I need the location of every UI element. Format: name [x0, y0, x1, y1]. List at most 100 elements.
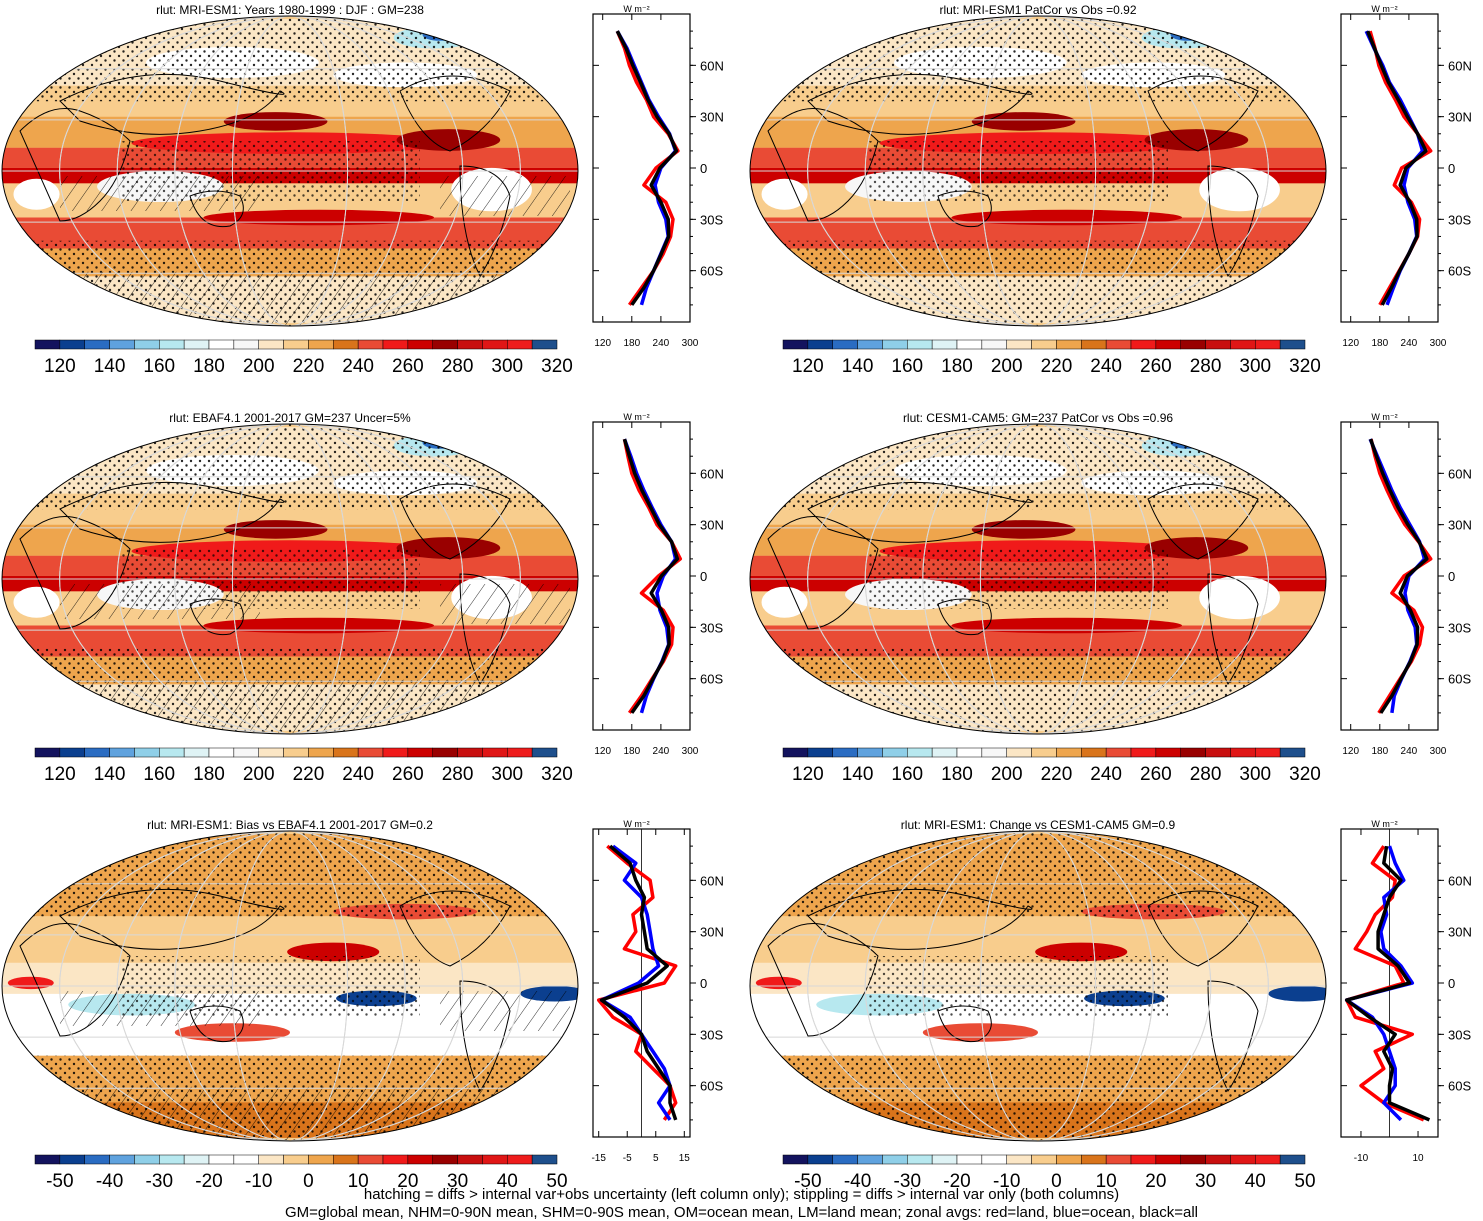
map-field-feature	[7, 976, 54, 990]
colorbar-swatch	[357, 747, 384, 758]
zonal-mean-frame	[1340, 13, 1439, 323]
longitude-gridline	[231, 424, 349, 734]
colorbar-swatch	[931, 747, 958, 758]
colorbar-swatch	[1255, 747, 1281, 758]
coastline	[19, 108, 131, 222]
panel-2: rlut: MRI-ESM1 PatCor vs Obs =0.92 120 140…	[749, 3, 1472, 377]
colorbar-swatch	[109, 747, 135, 758]
longitude-gridline	[59, 424, 521, 734]
latitude-tick-label: 60S	[1448, 672, 1471, 687]
colorbar-label: 160	[143, 356, 175, 377]
colorbar-swatch	[432, 339, 458, 350]
coastline	[189, 1005, 244, 1043]
latitude-tick-label: 60S	[700, 264, 723, 279]
colorbar-swatch	[283, 747, 309, 758]
panel-1: rlut: MRI-ESM1: Years 1980-1999 : DJF : …	[1, 3, 724, 377]
value-tick-label: 10	[1412, 1153, 1424, 1164]
zonal-mean-frame	[592, 13, 691, 323]
colorbar-swatch	[981, 1154, 1007, 1165]
colorbar-swatch	[183, 1154, 210, 1165]
latitude-tick-label: 60N	[700, 873, 724, 888]
units-label: W m⁻²	[623, 4, 649, 14]
colorbar-swatch	[1230, 1154, 1256, 1165]
zonal-mean-plot: W m⁻² 60N 30N 0 30S 60S -15 -5 5 15	[591, 819, 723, 1164]
colorbar-label: 260	[392, 764, 424, 785]
all-zonal-mean-line	[1366, 30, 1428, 306]
ocean-zonal-mean-line	[599, 844, 672, 1121]
world-map	[750, 16, 1326, 326]
colorbar-swatch	[1180, 1154, 1206, 1165]
map-outline	[1, 423, 579, 735]
colorbar-swatch	[531, 747, 558, 758]
coastline	[937, 1005, 992, 1043]
colorbar-swatch	[208, 339, 235, 350]
colorbar-swatch	[507, 339, 533, 350]
longitude-gridline	[231, 16, 349, 326]
world-map	[750, 424, 1326, 734]
colorbar-swatch	[407, 339, 433, 350]
stippling-region	[750, 240, 1326, 326]
colorbar-label: 40	[1245, 1171, 1266, 1192]
colorbar-swatch	[807, 1154, 833, 1165]
colorbar-label: -10	[245, 1171, 272, 1192]
colorbar-swatch	[1155, 1154, 1181, 1165]
hatching-region	[2, 271, 578, 326]
colorbar-swatch	[1056, 339, 1082, 350]
stippling-region	[750, 424, 1326, 510]
units-label: W m⁻²	[623, 412, 649, 422]
coastline	[189, 190, 244, 228]
longitude-gridline	[116, 16, 464, 326]
colorbar-label: 280	[442, 764, 474, 785]
panel-3: rlut: EBAF4.1 2001-2017 GM=237 Uncer=5% 1…	[1, 411, 724, 785]
colorbar-label: 20	[1145, 1171, 1166, 1192]
latitude-tick-label: 60N	[700, 58, 724, 73]
value-tick-label: 120	[1342, 746, 1359, 757]
colorbar-label: 120	[792, 764, 824, 785]
map-outline	[749, 830, 1327, 1142]
latitude-tick-label: 0	[1448, 161, 1455, 176]
colorbar-swatch	[407, 747, 433, 758]
zonal-mean-frame	[1340, 421, 1439, 731]
colorbar-swatch	[507, 747, 533, 758]
colorbar-label: 280	[1190, 356, 1222, 377]
longitude-gridline	[979, 16, 1097, 326]
map-field-feature	[971, 520, 1076, 539]
zonal-mean-plot: W m⁻² 60N 30N 0 30S 60S 120 180 240 300	[592, 412, 724, 757]
colorbar-swatch	[1180, 747, 1206, 758]
colorbar-label: -30	[894, 1171, 921, 1192]
map-field-feature	[951, 617, 1182, 634]
colorbar-swatch	[432, 747, 458, 758]
colorbar-label: 180	[941, 356, 973, 377]
colorbar-label: 280	[442, 356, 474, 377]
colorbar-swatch	[1081, 747, 1107, 758]
colorbar-label: 300	[491, 764, 523, 785]
zonal-mean-plot: W m⁻² 60N 30N 0 30S 60S 120 180 240 300	[1340, 4, 1472, 349]
colorbar-swatch	[1130, 339, 1157, 350]
map-field-feature	[396, 129, 501, 151]
panel-title: rlut: EBAF4.1 2001-2017 GM=237 Uncer=5%	[169, 411, 411, 425]
longitude-gridline	[807, 16, 1269, 326]
colorbar-swatch	[59, 747, 85, 758]
colorbar-swatch	[333, 747, 359, 758]
longitude-gridline	[807, 424, 1269, 734]
colorbar-swatch	[981, 339, 1007, 350]
coastline	[459, 980, 511, 1092]
latitude-tick-label: 60N	[1448, 58, 1472, 73]
coastline	[1147, 890, 1259, 967]
colorbar-label: 220	[293, 356, 325, 377]
colorbar-swatch	[1031, 339, 1057, 350]
longitude-gridline	[174, 16, 406, 326]
colorbar-swatch	[482, 747, 508, 758]
colorbar-label: 300	[1239, 356, 1271, 377]
value-tick-label: 180	[623, 338, 640, 349]
map-field-feature	[203, 617, 434, 634]
coastline	[399, 890, 511, 967]
map-field-feature	[223, 112, 328, 131]
colorbar-swatch	[432, 1154, 458, 1165]
longitude-gridline	[979, 831, 1097, 1141]
colorbar-swatch	[531, 1154, 558, 1165]
latitude-tick-label: 0	[700, 161, 707, 176]
colorbar-swatch	[956, 1154, 983, 1165]
colorbar-swatch	[84, 339, 110, 350]
